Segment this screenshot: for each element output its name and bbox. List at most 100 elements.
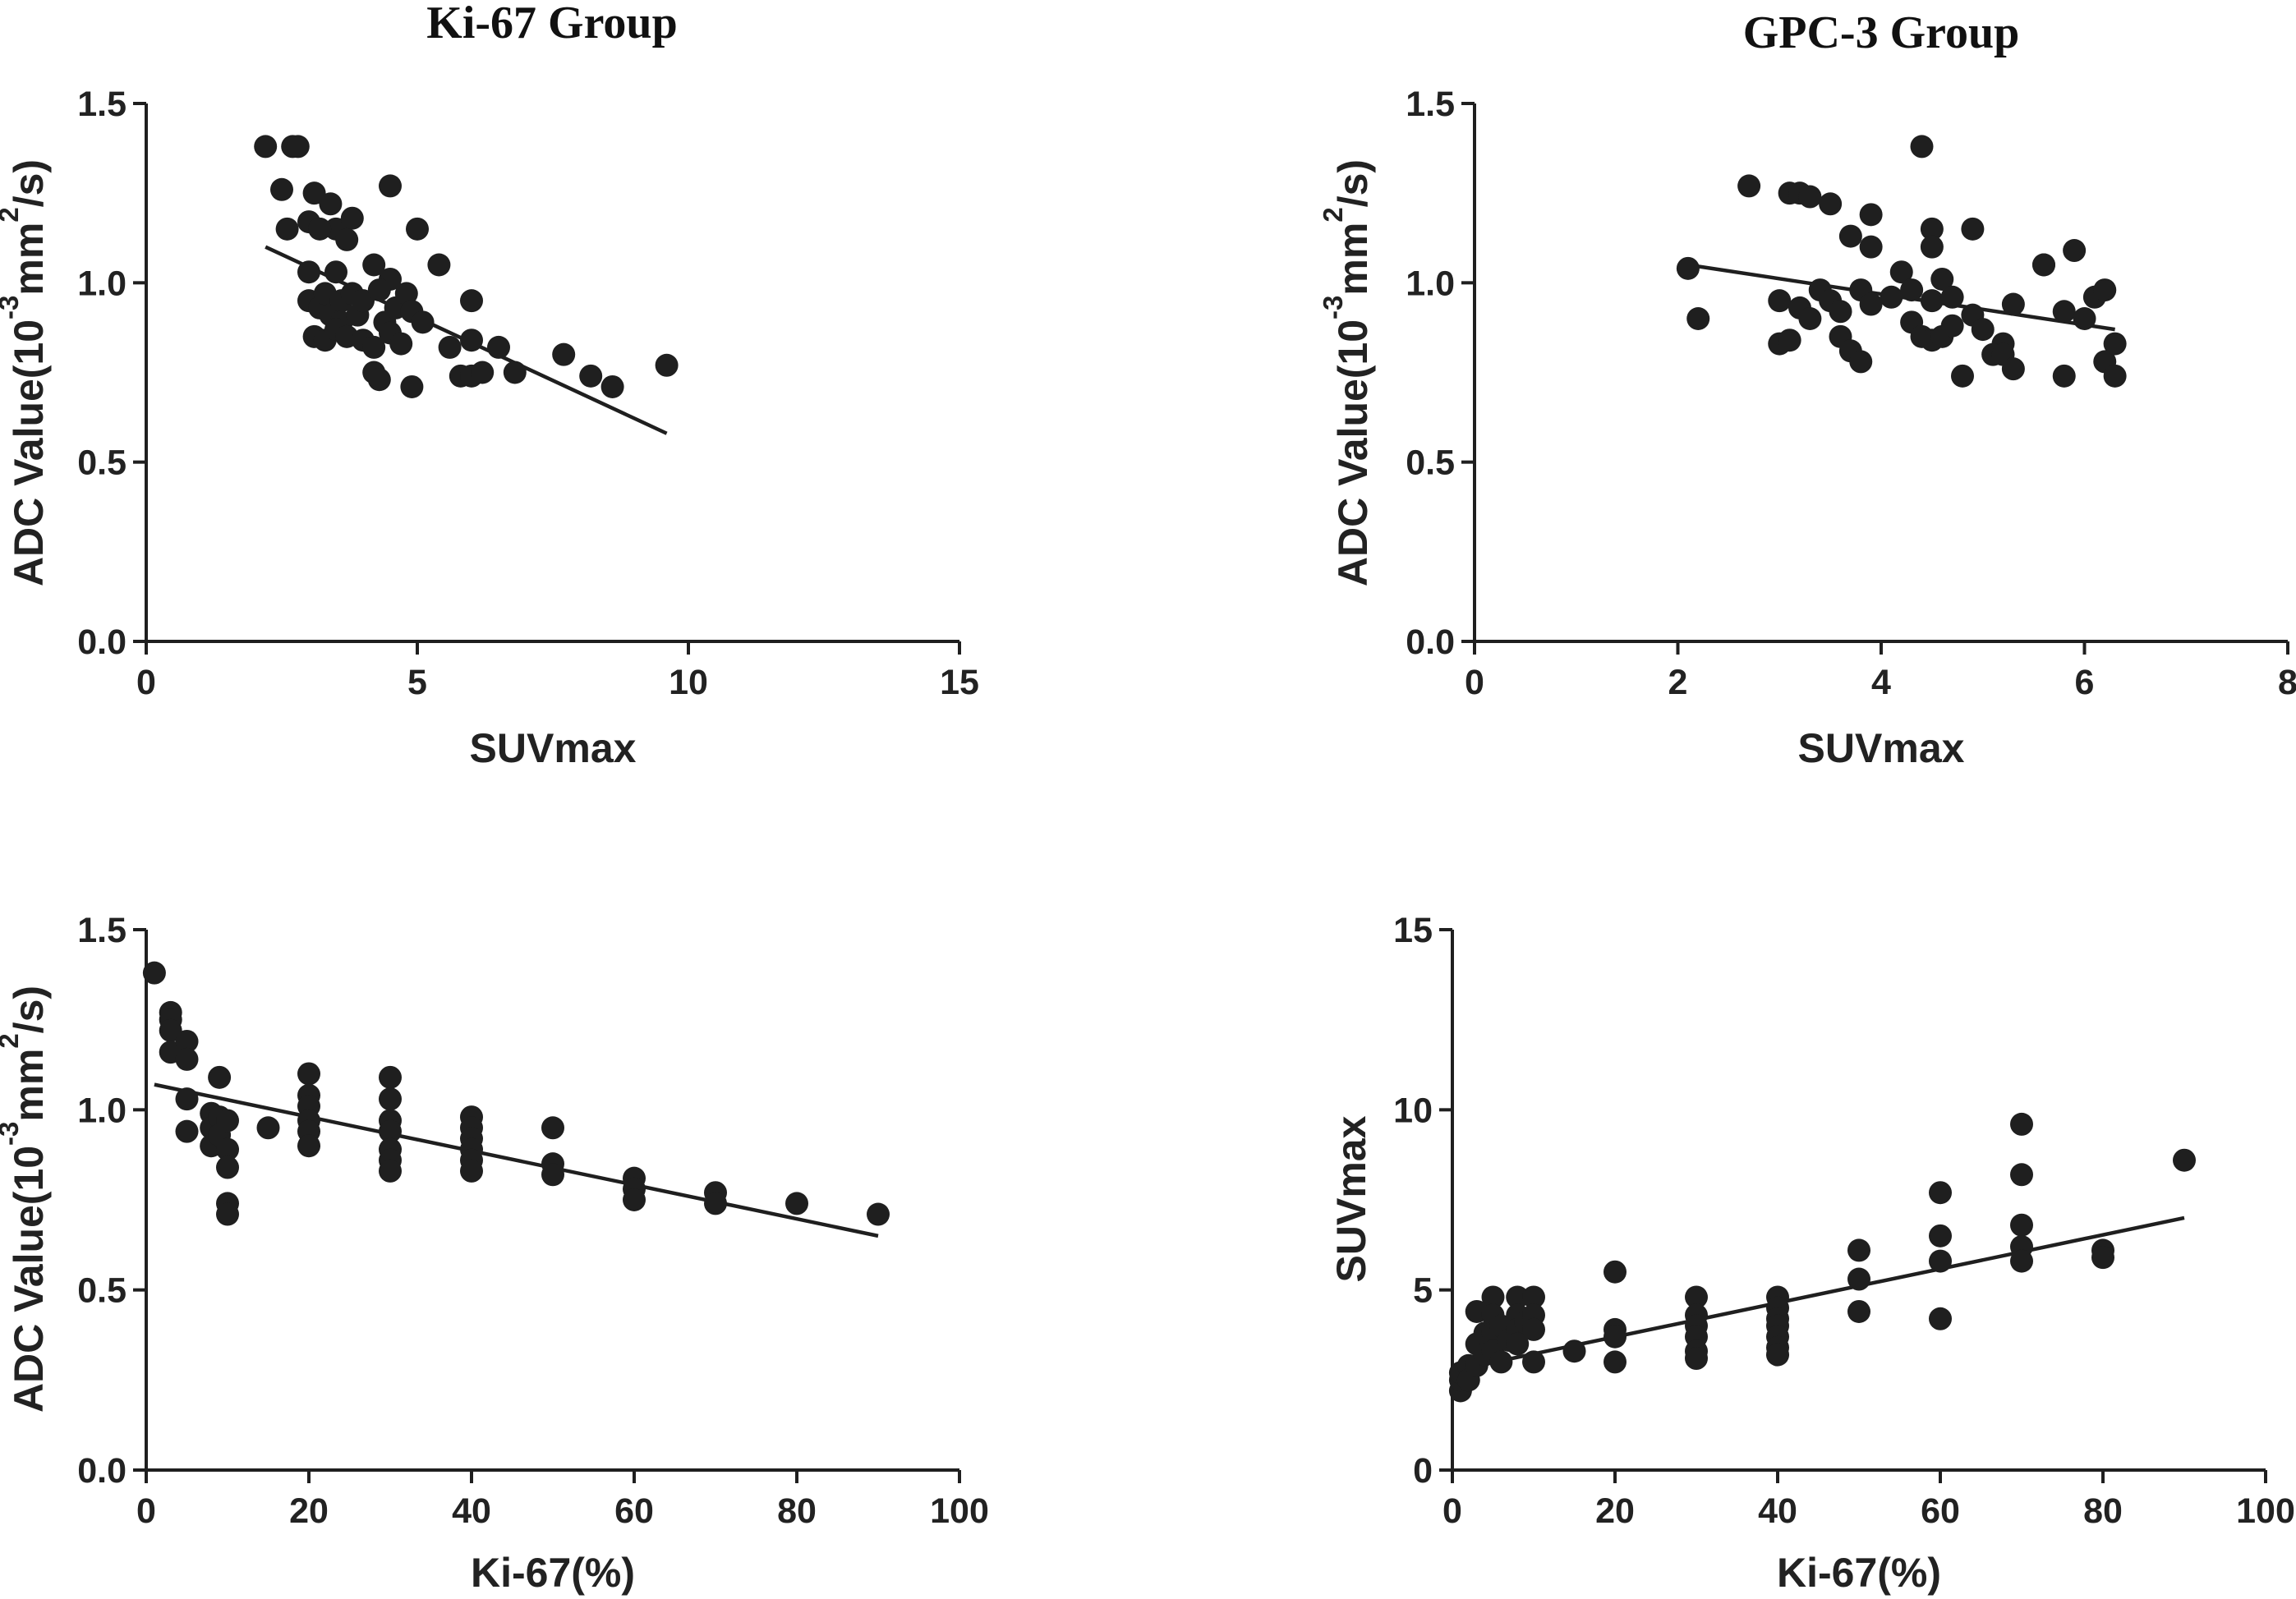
data-point xyxy=(175,1087,199,1111)
data-point xyxy=(275,217,299,241)
x-tick-label: 0 xyxy=(1442,1491,1462,1531)
data-point xyxy=(175,1119,199,1143)
data-point xyxy=(340,206,364,230)
data-point xyxy=(1940,314,1964,338)
y-axis-label: ADC Value(10-3mm2/s) xyxy=(1318,159,1376,586)
data-point xyxy=(579,364,603,388)
data-point xyxy=(1971,318,1995,342)
data-point xyxy=(1929,1307,1952,1330)
data-point xyxy=(704,1192,727,1215)
data-point xyxy=(1604,1260,1627,1284)
data-point xyxy=(2010,1249,2033,1273)
data-point xyxy=(411,310,435,334)
data-point xyxy=(1604,1325,1627,1349)
data-point xyxy=(159,1018,182,1042)
data-point xyxy=(1900,278,1924,302)
y-tick-label: 1.0 xyxy=(77,264,127,303)
data-point xyxy=(406,217,429,241)
data-point xyxy=(2001,357,2025,381)
data-point xyxy=(362,253,386,277)
title-gpc3-group: GPC-3 Group xyxy=(1743,7,2020,58)
data-point xyxy=(1880,285,1903,309)
data-point xyxy=(1929,1181,1952,1205)
data-point xyxy=(1961,217,1985,241)
y-axis-label-part: /s) xyxy=(1330,159,1376,207)
data-point xyxy=(1489,1350,1513,1374)
y-axis-label-superscript: -3 xyxy=(1318,296,1348,319)
x-tick-label: 100 xyxy=(2236,1491,2295,1531)
data-point xyxy=(379,1159,402,1183)
data-point xyxy=(175,1029,199,1053)
data-point xyxy=(1920,235,1944,259)
data-point xyxy=(400,374,424,398)
data-point xyxy=(379,1087,402,1111)
x-tick-label: 15 xyxy=(940,663,979,702)
x-tick-label: 80 xyxy=(777,1491,817,1531)
data-point xyxy=(2103,332,2127,356)
regression-line xyxy=(154,1082,879,1238)
data-point xyxy=(1847,1238,1870,1262)
data-point xyxy=(1506,1332,1530,1356)
y-axis-label: SUVmax xyxy=(1328,1115,1374,1282)
data-point xyxy=(1951,364,1974,388)
x-tick-label: 0 xyxy=(136,1491,156,1531)
data-point xyxy=(142,961,166,985)
x-axis-label: SUVmax xyxy=(470,725,637,771)
data-point xyxy=(1847,1267,1870,1291)
data-point xyxy=(541,1116,564,1140)
y-tick-label: 0.5 xyxy=(77,1271,127,1311)
data-point xyxy=(600,374,624,398)
data-point xyxy=(2001,292,2025,316)
data-point xyxy=(1766,1343,1789,1367)
y-axis-label: ADC Value(10-3mm2/s) xyxy=(0,159,52,586)
data-point xyxy=(216,1109,239,1133)
data-point xyxy=(552,342,576,366)
data-point xyxy=(379,174,402,198)
data-point xyxy=(297,1134,320,1158)
data-point xyxy=(270,177,293,201)
data-point xyxy=(2103,364,2127,388)
data-point xyxy=(460,329,483,352)
data-point xyxy=(1737,174,1761,198)
x-axis-label: Ki-67(%) xyxy=(471,1550,635,1596)
data-point xyxy=(1604,1350,1627,1374)
data-point xyxy=(308,217,332,241)
x-tick-label: 60 xyxy=(1921,1491,1960,1531)
data-point xyxy=(1686,307,1710,330)
data-point xyxy=(1930,267,1954,291)
y-tick-label: 0.0 xyxy=(77,623,127,662)
y-tick-label: 1.0 xyxy=(77,1091,127,1130)
data-point xyxy=(460,289,483,313)
data-point xyxy=(487,335,510,359)
data-point xyxy=(319,192,343,216)
data-point xyxy=(1481,1285,1505,1309)
x-tick-label: 5 xyxy=(407,663,427,702)
data-point xyxy=(208,1065,232,1089)
y-tick-label: 1.5 xyxy=(1406,85,1455,124)
data-point xyxy=(1910,135,1934,159)
y-tick-label: 0.0 xyxy=(77,1451,127,1491)
y-axis-label-superscript: -3 xyxy=(0,1122,24,1146)
data-point xyxy=(216,1137,239,1161)
data-point xyxy=(1798,307,1822,330)
data-point xyxy=(286,135,310,159)
data-point xyxy=(1778,329,1801,352)
data-point xyxy=(2073,307,2096,330)
data-point xyxy=(2032,253,2055,277)
data-point xyxy=(335,227,359,251)
data-point xyxy=(2052,364,2076,388)
data-point xyxy=(2063,239,2087,263)
data-point xyxy=(1889,260,1913,284)
x-tick-label: 0 xyxy=(136,663,156,702)
x-tick-label: 10 xyxy=(669,663,708,702)
data-point xyxy=(324,260,347,284)
data-point xyxy=(256,1116,280,1140)
data-point xyxy=(216,1202,239,1226)
y-axis-label-part: /s) xyxy=(6,986,52,1033)
y-tick-label: 1.5 xyxy=(77,85,127,124)
x-tick-label: 4 xyxy=(1871,663,1891,702)
data-point xyxy=(1506,1285,1530,1309)
data-point xyxy=(394,282,418,306)
data-point xyxy=(1522,1285,1545,1309)
x-tick-label: 20 xyxy=(289,1491,329,1531)
